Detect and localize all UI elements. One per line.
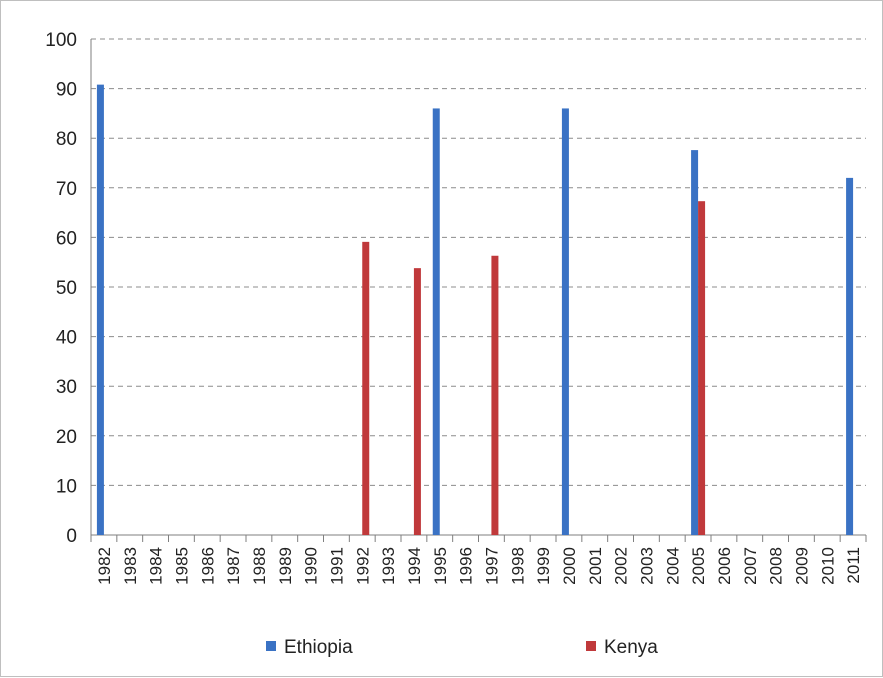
bar-kenya-1994 — [413, 268, 421, 535]
x-tick-label-1983: 1983 — [121, 547, 140, 585]
gridlines — [91, 38, 866, 486]
x-tick-label-1985: 1985 — [172, 547, 191, 585]
x-tick-label-1986: 1986 — [198, 547, 217, 585]
legend-label-kenya: Kenya — [604, 637, 658, 658]
x-tick-label-1999: 1999 — [534, 547, 553, 585]
x-tick-label-1982: 1982 — [95, 547, 114, 585]
y-tick-label-100: 100 — [45, 30, 77, 51]
x-tick-label-2001: 2001 — [586, 547, 605, 585]
x-tick-label-2011: 2011 — [844, 547, 863, 584]
x-tick-label-2003: 2003 — [637, 547, 656, 585]
bar-ethiopia-1982 — [96, 84, 104, 535]
x-tick-label-1988: 1988 — [250, 547, 269, 585]
x-tick-label-1995: 1995 — [431, 547, 450, 585]
x-tick-label-1991: 1991 — [327, 547, 346, 585]
x-tick-label-2009: 2009 — [792, 547, 811, 585]
x-tick-label-2000: 2000 — [560, 547, 579, 585]
y-tick-label-0: 0 — [66, 526, 77, 547]
bar-ethiopia-2005 — [691, 150, 699, 535]
x-tick-label-1996: 1996 — [457, 547, 476, 585]
x-tick-label-1989: 1989 — [276, 547, 295, 585]
y-tick-label-80: 80 — [56, 129, 77, 150]
bars — [96, 84, 854, 535]
x-tick-label-2007: 2007 — [741, 547, 760, 585]
x-tick-label-1984: 1984 — [147, 547, 166, 585]
x-tick-label-1992: 1992 — [353, 547, 372, 585]
x-tick-label-2010: 2010 — [818, 547, 837, 585]
x-tick-labels: 1982 1983 1984 1985 1986 1987 1988 1989 1990 1991… — [95, 547, 863, 585]
y-tick-label-20: 20 — [56, 427, 77, 448]
y-tick-label-40: 40 — [56, 328, 77, 349]
y-tick-label-70: 70 — [56, 179, 77, 200]
bar-ethiopia-2000 — [561, 108, 569, 535]
y-tick-label-90: 90 — [56, 80, 77, 101]
axes — [90, 39, 867, 542]
bar-ethiopia-2011 — [846, 177, 854, 535]
legend-swatch-ethiopia — [266, 641, 276, 651]
x-tick-label-1998: 1998 — [508, 547, 527, 585]
y-tick-label-60: 60 — [56, 228, 77, 249]
x-tick-label-1994: 1994 — [405, 547, 424, 585]
x-tick-label-1997: 1997 — [482, 547, 501, 585]
x-tick-label-2002: 2002 — [612, 547, 631, 585]
y-tick-label-10: 10 — [56, 476, 77, 497]
x-tick-label-2006: 2006 — [715, 547, 734, 585]
bar-kenya-2005 — [698, 201, 706, 535]
x-tick-label-1993: 1993 — [379, 547, 398, 585]
x-tick-label-2008: 2008 — [767, 547, 786, 585]
bar-kenya-1992 — [362, 241, 370, 535]
bar-kenya-1997 — [491, 255, 499, 535]
y-tick-label-30: 30 — [56, 377, 77, 398]
x-tick-label-1987: 1987 — [224, 547, 243, 585]
bar-ethiopia-1995 — [432, 108, 440, 535]
x-tick-label-2005: 2005 — [689, 547, 708, 585]
legend-swatch-kenya — [586, 641, 596, 651]
x-tick-label-1990: 1990 — [302, 547, 321, 585]
y-tick-labels: 0 10 20 30 40 50 60 70 80 90 100 — [45, 30, 77, 547]
y-tick-label-50: 50 — [56, 278, 77, 299]
legend: Ethiopia Kenya — [266, 637, 658, 658]
legend-label-ethiopia: Ethiopia — [284, 637, 353, 658]
x-tick-label-2004: 2004 — [663, 547, 682, 585]
